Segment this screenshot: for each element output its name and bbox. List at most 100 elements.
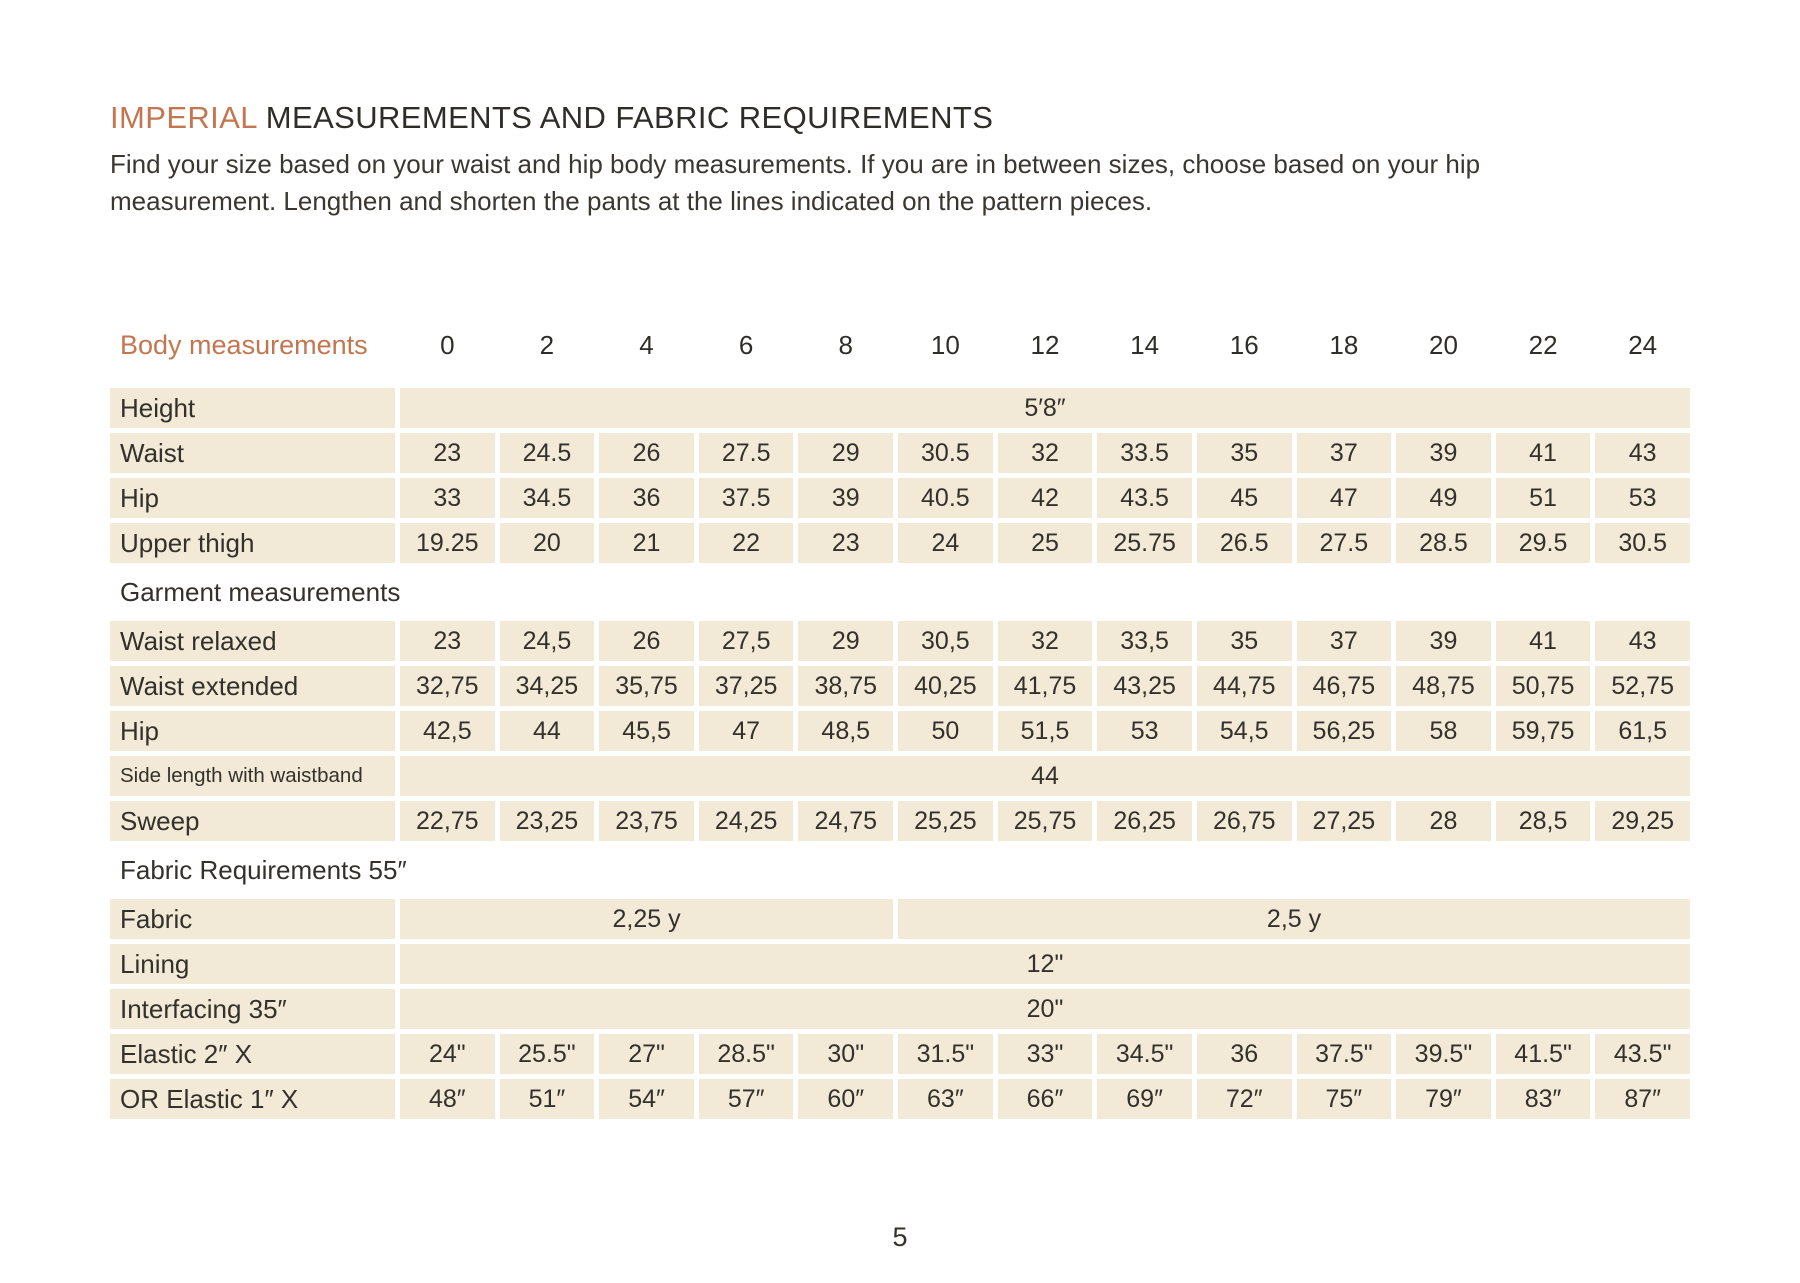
value-cell: 37 — [1296, 433, 1392, 473]
row-label: Waist — [110, 433, 395, 473]
value-cell: 43,25 — [1097, 666, 1192, 706]
row-label: Interfacing 35″ — [110, 989, 395, 1029]
value-cell: 21 — [599, 523, 694, 563]
size-column-header: 2 — [499, 325, 595, 365]
value-cell: 28.5" — [698, 1034, 794, 1074]
value-cell: 33.5 — [1097, 433, 1192, 473]
value-cell: 83″ — [1495, 1079, 1591, 1119]
intro-paragraph: Find your size based on your waist and h… — [110, 146, 1690, 220]
value-cell: 51 — [1495, 478, 1591, 518]
value-cell: 43 — [1595, 621, 1690, 661]
value-cell: 52,75 — [1595, 666, 1690, 706]
value-cell: 72″ — [1196, 1079, 1292, 1119]
size-column-header: 22 — [1495, 325, 1591, 365]
value-cell: 29 — [798, 621, 894, 661]
value-cell: 36 — [599, 478, 694, 518]
value-cell: 23 — [400, 621, 495, 661]
value-cell: 44,75 — [1196, 666, 1292, 706]
title-highlight: IMPERIAL — [110, 100, 257, 135]
row-label: Lining — [110, 944, 395, 984]
size-column-header: 8 — [798, 325, 894, 365]
merged-value-cell: 44 — [400, 756, 1690, 796]
value-cell: 66″ — [997, 1079, 1093, 1119]
value-cell: 37.5" — [1296, 1034, 1392, 1074]
value-cell: 33 — [400, 478, 495, 518]
value-cell: 39.5" — [1396, 1034, 1491, 1074]
value-cell: 30,5 — [898, 621, 993, 661]
row-label: OR Elastic 1″ X — [110, 1079, 395, 1119]
size-column-header: 10 — [898, 325, 993, 365]
value-cell: 29,25 — [1595, 801, 1690, 841]
value-cell: 49 — [1396, 478, 1491, 518]
value-cell: 41,75 — [997, 666, 1093, 706]
value-cell: 54,5 — [1196, 711, 1292, 751]
value-cell: 43.5" — [1595, 1034, 1690, 1074]
value-cell: 35,75 — [599, 666, 694, 706]
row-label: Fabric — [110, 899, 395, 939]
section-label: Fabric Requirements 55″ — [110, 846, 1690, 894]
value-cell: 59,75 — [1495, 711, 1591, 751]
value-cell: 31.5" — [898, 1034, 993, 1074]
value-cell: 39 — [1396, 433, 1491, 473]
value-cell: 24,75 — [798, 801, 894, 841]
value-cell: 45,5 — [599, 711, 694, 751]
value-cell: 26 — [599, 621, 694, 661]
row-label: Waist relaxed — [110, 621, 395, 661]
section-label: Garment measurements — [110, 568, 1690, 616]
value-cell: 50 — [898, 711, 993, 751]
value-cell: 22,75 — [400, 801, 495, 841]
intro-line: Find your size based on your waist and h… — [110, 149, 1481, 179]
merged-value-cell: 12" — [400, 944, 1690, 984]
row-label: Hip — [110, 711, 395, 751]
value-cell: 24,25 — [698, 801, 794, 841]
value-cell: 25,25 — [898, 801, 993, 841]
value-cell: 30" — [798, 1034, 894, 1074]
value-cell: 35 — [1196, 621, 1292, 661]
size-column-header: 16 — [1196, 325, 1292, 365]
value-cell: 63″ — [898, 1079, 993, 1119]
value-cell: 60″ — [798, 1079, 894, 1119]
value-cell: 47 — [698, 711, 794, 751]
value-cell: 26,25 — [1097, 801, 1192, 841]
value-cell: 50,75 — [1495, 666, 1591, 706]
value-cell: 44 — [499, 711, 595, 751]
value-cell: 43 — [1595, 433, 1690, 473]
table-corner-label: Body measurements — [110, 325, 395, 365]
row-label: Hip — [110, 478, 395, 518]
value-cell: 46,75 — [1296, 666, 1392, 706]
value-cell: 28.5 — [1396, 523, 1491, 563]
value-cell: 79″ — [1396, 1079, 1491, 1119]
value-cell: 35 — [1196, 433, 1292, 473]
value-cell: 24" — [400, 1034, 495, 1074]
value-cell: 32 — [997, 433, 1093, 473]
value-cell: 41 — [1495, 433, 1591, 473]
value-cell: 42,5 — [400, 711, 495, 751]
value-cell: 51,5 — [997, 711, 1093, 751]
value-cell: 37 — [1296, 621, 1392, 661]
value-cell: 24.5 — [499, 433, 595, 473]
value-cell: 22 — [698, 523, 794, 563]
merged-value-cell: 2,5 y — [898, 899, 1690, 939]
value-cell: 48,75 — [1396, 666, 1491, 706]
value-cell: 24,5 — [499, 621, 595, 661]
value-cell: 30.5 — [898, 433, 993, 473]
value-cell: 33,5 — [1097, 621, 1192, 661]
value-cell: 27,25 — [1296, 801, 1392, 841]
value-cell: 25.75 — [1097, 523, 1192, 563]
value-cell: 58 — [1396, 711, 1491, 751]
value-cell: 34.5" — [1097, 1034, 1192, 1074]
value-cell: 56,25 — [1296, 711, 1392, 751]
value-cell: 26 — [599, 433, 694, 473]
value-cell: 40.5 — [898, 478, 993, 518]
size-column-header: 0 — [400, 325, 495, 365]
size-column-header: 24 — [1595, 325, 1690, 365]
value-cell: 23,75 — [599, 801, 694, 841]
value-cell: 23 — [798, 523, 894, 563]
value-cell: 41.5" — [1495, 1034, 1591, 1074]
row-label: Side length with waistband — [110, 756, 395, 796]
value-cell: 54″ — [599, 1079, 694, 1119]
value-cell: 39 — [1396, 621, 1491, 661]
value-cell: 25,75 — [997, 801, 1093, 841]
value-cell: 45 — [1196, 478, 1292, 518]
